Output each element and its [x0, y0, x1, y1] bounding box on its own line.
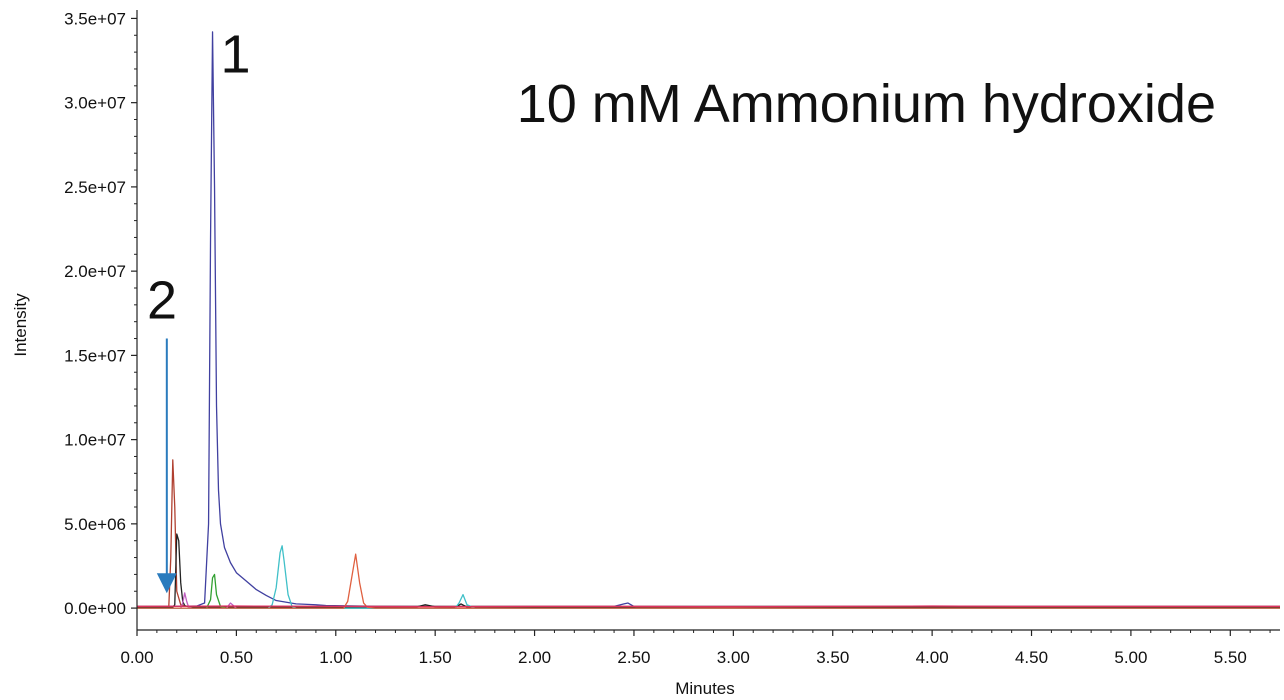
x-axis-title: Minutes: [675, 679, 735, 698]
y-tick-label: 3.0e+07: [64, 94, 126, 113]
x-tick-label: 4.50: [1015, 648, 1048, 667]
x-tick-label: 0.50: [220, 648, 253, 667]
series-line-2: [137, 459, 1280, 608]
peak-label-1: 1: [220, 24, 250, 84]
y-tick-label: 2.5e+07: [64, 178, 126, 197]
x-tick-label: 5.00: [1114, 648, 1147, 667]
x-axis-ticks: 0.00 0.50 1.00 1.50 2.00 2.50 3.00 3.50 4.00 4.50…: [120, 630, 1271, 667]
x-tick-label: 3.50: [816, 648, 849, 667]
x-tick-label: 1.50: [419, 648, 452, 667]
y-tick-label: 5.0e+06: [64, 515, 126, 534]
x-tick-label: 2.50: [617, 648, 650, 667]
y-tick-label: 0.0e+00: [64, 599, 126, 618]
x-tick-label: 1.00: [319, 648, 352, 667]
series-line-1: [137, 31, 1280, 608]
arrow-head: [156, 573, 177, 594]
plot-area: [136, 31, 1280, 609]
peak-arrow: [156, 338, 177, 594]
y-tick-label: 3.5e+07: [64, 9, 126, 28]
series-line-8: [136, 605, 1280, 608]
y-axis-ticks: 0.0e+00 5.0e+06 1.0e+07 1.5e+07 2.0e+07 2.5e+…: [64, 9, 137, 618]
series-line-6: [137, 545, 1280, 609]
peak-label-2: 2: [147, 270, 177, 330]
y-tick-label: 1.5e+07: [64, 346, 126, 365]
y-axis-title: Intensity: [11, 293, 30, 357]
y-tick-label: 2.0e+07: [64, 262, 126, 281]
x-tick-label: 4.00: [916, 648, 949, 667]
peak-annotations: 12: [147, 24, 251, 330]
x-tick-label: 2.00: [518, 648, 551, 667]
x-tick-label: 0.00: [120, 648, 153, 667]
y-tick-label: 1.0e+07: [64, 431, 126, 450]
chart-title: 10 mM Ammonium hydroxide: [517, 74, 1216, 134]
series-line-5: [137, 573, 1280, 609]
x-tick-label: 3.00: [717, 648, 750, 667]
series-line-7: [137, 553, 1280, 609]
series-line-3: [137, 533, 1280, 608]
axes: [136, 10, 1280, 631]
x-tick-label: 5.50: [1214, 648, 1247, 667]
